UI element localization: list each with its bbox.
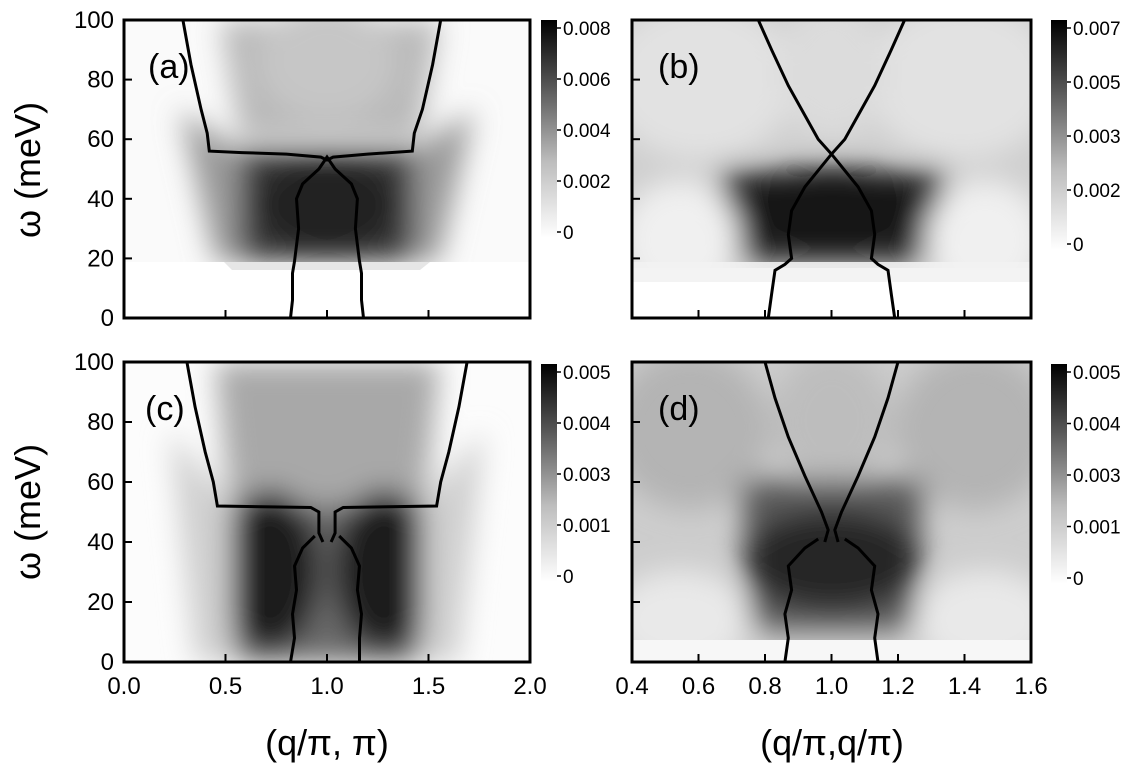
x-tick-label: 2.0 <box>513 673 546 700</box>
ticks-a: 0 20 40 60 80 100 <box>74 7 531 332</box>
x-tick-label: 1.5 <box>412 673 445 700</box>
panel-d: 0.4 0.6 0.8 1.0 1.2 1.4 1.6 (d) 0 0.001 0.003 0.0… <box>615 360 1121 700</box>
colorbar-tick-label: 0.006 <box>563 70 611 91</box>
contour-d-inner-left <box>783 537 820 663</box>
colorbar-tick-label: 0.001 <box>1073 518 1121 539</box>
colorbar-tick-label: 0.007 <box>1073 19 1121 40</box>
x-tick-label: 1.6 <box>1014 673 1047 700</box>
x-tick-label: 0.4 <box>615 673 648 700</box>
y-tick-label: 80 <box>87 67 114 94</box>
colorbar-tick-label: 0.005 <box>1073 363 1121 384</box>
x-tick-label: 0.5 <box>209 673 242 700</box>
panel-b: (b) 0 0.002 0.003 0.005 0.007 <box>630 18 1121 320</box>
x-tick-label: 0.6 <box>682 673 715 700</box>
colorbar-tick-label: 0.003 <box>1073 466 1121 487</box>
y-tick-label: 100 <box>74 349 114 376</box>
y-tick-label: 40 <box>87 186 114 213</box>
y-tick-label: 60 <box>87 469 114 496</box>
ticks-d: 0.4 0.6 0.8 1.0 1.2 1.4 1.6 <box>615 361 1048 700</box>
ticks-b <box>631 19 1032 319</box>
panel-c: 0 20 40 60 80 100 0.0 0.5 1.0 1.5 2.0 (c) 0 0.001 0.… <box>74 349 611 700</box>
x-tick-label: 1.4 <box>948 673 981 700</box>
colorbar-tick-label: 0.002 <box>1073 181 1121 202</box>
colorbar-tick-label: 0.003 <box>563 465 611 486</box>
colorbar-tick-label: 0.005 <box>563 363 611 384</box>
colorbar-tick-label: 0 <box>1073 569 1084 590</box>
y-tick-label: 0 <box>101 305 114 332</box>
colorbar-tick-label: 0 <box>1073 235 1084 256</box>
colorbar-tick-label: 0.001 <box>563 516 611 537</box>
colorbar-c: 0 0.001 0.003 0.004 0.005 <box>541 363 611 588</box>
y-tick-label: 80 <box>87 409 114 436</box>
heatmap-a <box>124 20 530 318</box>
y-tick-label: 20 <box>87 589 114 616</box>
colorbar-d: 0 0.001 0.003 0.004 0.005 <box>1051 363 1121 590</box>
x-tick-label: 0.0 <box>107 673 140 700</box>
contour-a-outer <box>181 19 443 162</box>
x-axis-title-right: (q/π,q/π) <box>760 722 904 763</box>
y-tick-label: 100 <box>74 7 114 34</box>
colorbar-tick-label: 0.003 <box>1073 127 1121 148</box>
panel-label-c: (c) <box>145 390 185 428</box>
contour-a-inner <box>289 154 365 319</box>
x-tick-label: 0.8 <box>748 673 781 700</box>
panel-label-d: (d) <box>658 390 700 428</box>
contour-c-outer-left <box>185 361 325 543</box>
y-tick-label: 60 <box>87 126 114 153</box>
colorbar-tick-label: 0.002 <box>563 172 611 193</box>
y-axis-title-bottom: ω (meV) <box>7 444 48 580</box>
contour-c-inner-right <box>338 534 364 662</box>
contour-d-inner-right <box>843 537 880 663</box>
ticks-c: 0 20 40 60 80 100 0.0 0.5 1.0 1.5 2.0 <box>74 349 547 700</box>
heatmap-d <box>632 362 1031 662</box>
x-tick-label: 1.2 <box>881 673 914 700</box>
y-tick-label: 40 <box>87 529 114 556</box>
y-tick-label: 20 <box>87 245 114 272</box>
contour-d-outer-right <box>833 361 900 543</box>
x-tick-label: 1.0 <box>815 673 848 700</box>
y-axis-title-top: ω (meV) <box>7 102 48 238</box>
x-tick-label: 1.0 <box>310 673 343 700</box>
heatmap-b <box>632 20 1031 318</box>
panel-label-b: (b) <box>658 48 700 86</box>
colorbar-b: 0 0.002 0.003 0.005 0.007 <box>1051 19 1121 256</box>
x-axis-title-left: (q/π, π) <box>265 722 389 763</box>
panel-label-a: (a) <box>148 48 190 86</box>
contour-c-outer-right <box>329 361 469 543</box>
colorbar-tick-label: 0.005 <box>1073 73 1121 94</box>
panel-a: 0 20 40 60 80 100 (a) 0 0.002 0.004 0.006 0.008 <box>74 7 611 332</box>
colorbar-tick-label: 0.004 <box>1073 415 1121 436</box>
contour-b-inner <box>766 151 897 319</box>
colorbar-a: 0 0.002 0.004 0.006 0.008 <box>541 19 611 244</box>
y-tick-label: 0 <box>101 649 114 676</box>
colorbar-tick-label: 0 <box>563 567 574 588</box>
contour-c-inner-left <box>289 534 316 663</box>
colorbar-tick-label: 0.004 <box>563 121 611 142</box>
heatmap-c <box>124 362 530 662</box>
colorbar-tick-label: 0.008 <box>563 19 611 40</box>
colorbar-tick-label: 0 <box>563 223 574 244</box>
colorbar-tick-label: 0.004 <box>563 414 611 435</box>
contour-d-outer-left <box>763 361 830 543</box>
